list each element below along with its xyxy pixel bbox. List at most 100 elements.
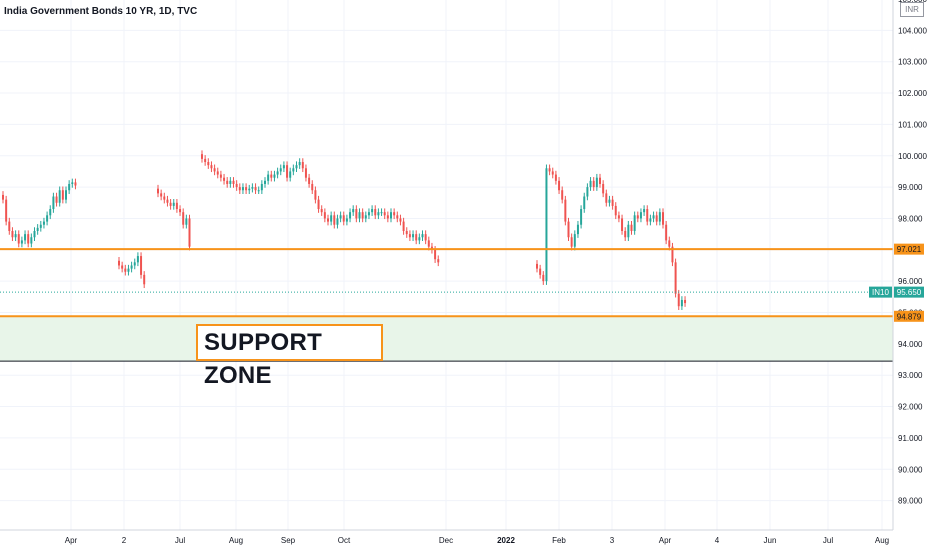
candle [58, 186, 61, 207]
candle [364, 211, 367, 223]
candle [279, 164, 282, 176]
symbol-tag: IN10 [869, 286, 892, 298]
candle [415, 230, 418, 245]
candle [282, 161, 285, 173]
candle [33, 227, 36, 242]
candle [133, 258, 136, 270]
candle [5, 195, 8, 226]
candle [27, 230, 30, 248]
x-tick-label: Sep [281, 536, 296, 545]
candle [61, 186, 64, 204]
candle [71, 178, 74, 188]
candle [39, 220, 42, 232]
y-tick-label: 98.000 [898, 214, 923, 223]
candle [542, 271, 545, 285]
candle [157, 184, 159, 198]
y-tick-label: 103.000 [898, 58, 927, 67]
y-tick-label: 90.000 [898, 465, 923, 474]
candle [558, 177, 561, 194]
candle [289, 167, 292, 182]
x-tick-label: Dec [439, 536, 453, 545]
candle [330, 211, 333, 226]
candle [658, 208, 661, 226]
candle [130, 261, 133, 273]
candle [621, 214, 624, 235]
candle [317, 195, 320, 213]
candle [677, 289, 680, 310]
candle [355, 205, 358, 223]
candle [405, 227, 408, 238]
candle [595, 173, 598, 191]
time-axis[interactable]: Apr 2 Jul Aug Sep Oct Dec 2022 Feb 3 Apr 4 Jun Jul Aug [65, 536, 889, 545]
candle [219, 170, 222, 182]
candle [308, 173, 311, 188]
candle [561, 186, 564, 204]
candle [605, 189, 608, 207]
x-tick-label: Jul [175, 536, 185, 545]
candle [680, 296, 683, 310]
candle [314, 186, 317, 204]
candle [264, 177, 266, 188]
candle [602, 180, 605, 198]
candle [586, 183, 589, 201]
candle [127, 264, 130, 276]
candle [311, 180, 314, 194]
candle [570, 233, 573, 251]
candle [342, 211, 345, 226]
candle [652, 211, 655, 223]
candle [396, 211, 399, 223]
candle [611, 195, 614, 210]
y-tick-label: 96.000 [898, 277, 923, 286]
candle [185, 214, 188, 229]
candle [349, 208, 352, 223]
candle [427, 236, 430, 251]
candle [229, 177, 232, 188]
candle [583, 192, 586, 213]
candle [662, 208, 664, 229]
x-tick-label: 2 [122, 536, 127, 545]
candle [207, 158, 210, 169]
last-price-tag: 95.650 [894, 286, 924, 298]
candle [36, 224, 39, 235]
candle [232, 177, 235, 188]
candle [143, 271, 146, 289]
candle [257, 186, 260, 194]
candle [421, 230, 424, 242]
candle [20, 236, 23, 248]
candle [327, 214, 329, 226]
candle [383, 208, 386, 220]
candle [140, 252, 143, 279]
y-tick-label: 93.000 [898, 371, 923, 380]
candle [292, 164, 295, 176]
candle [408, 230, 411, 242]
candle [564, 195, 567, 226]
y-tick-label: 102.000 [898, 89, 927, 98]
candle [358, 208, 361, 223]
chart-title: India Government Bonds 10 YR, 1D, TVC [4, 6, 198, 17]
candle [226, 177, 229, 188]
candle [270, 170, 273, 182]
candle [636, 211, 639, 223]
currency-badge[interactable]: INR [900, 2, 924, 17]
candle [301, 158, 304, 173]
candle [371, 205, 374, 216]
candles [2, 150, 687, 310]
candle [42, 217, 45, 229]
candle [14, 230, 17, 242]
candle [548, 164, 551, 176]
candle [608, 195, 611, 207]
candle [323, 208, 326, 223]
candle [260, 180, 263, 194]
candle [402, 217, 405, 235]
x-tick-label: Oct [338, 536, 351, 545]
svg-text:95.650: 95.650 [897, 288, 922, 297]
svg-text:97.021: 97.021 [897, 245, 922, 254]
candle [210, 161, 213, 173]
candle [241, 183, 244, 194]
candle [589, 177, 592, 191]
candle [418, 233, 421, 245]
candle [390, 208, 392, 223]
candle [643, 205, 646, 216]
